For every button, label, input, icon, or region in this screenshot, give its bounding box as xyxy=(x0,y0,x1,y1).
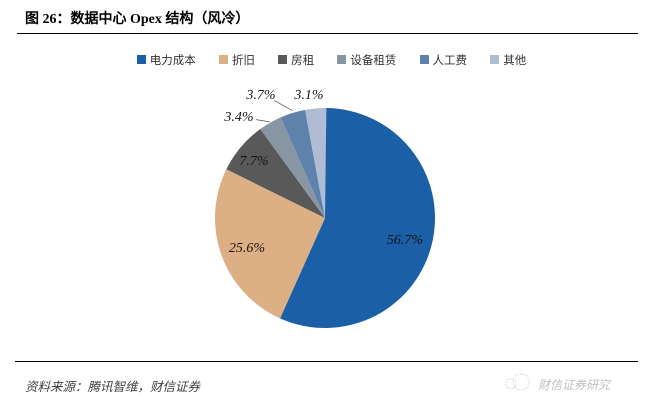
svg-text:56.7%: 56.7% xyxy=(387,233,423,248)
svg-text:7.7%: 7.7% xyxy=(239,154,268,169)
svg-text:3.1%: 3.1% xyxy=(293,88,323,103)
svg-text:3.4%: 3.4% xyxy=(223,110,253,125)
svg-text:3.7%: 3.7% xyxy=(245,88,275,103)
svg-text:25.6%: 25.6% xyxy=(229,241,265,256)
